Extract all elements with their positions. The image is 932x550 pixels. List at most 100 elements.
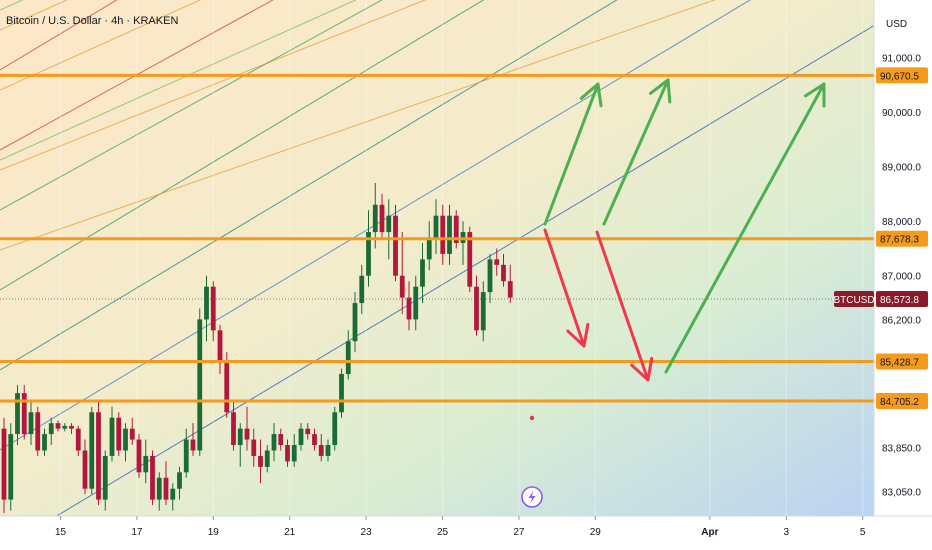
level-tag-label: 87,678.3 <box>880 235 919 246</box>
level-tag-label: 90,670.5 <box>880 71 919 82</box>
candle <box>62 423 68 432</box>
arrow-up[interactable] <box>602 78 672 226</box>
level-tag <box>876 353 928 370</box>
candle <box>393 204 398 282</box>
candle <box>318 434 324 462</box>
candle <box>312 428 317 451</box>
x-tick-label: 21 <box>284 527 296 538</box>
candle <box>136 434 142 478</box>
price-axis[interactable]: USD 91,000.0 90,000.0 89,000.0 88,000.0 87,0… <box>833 0 932 550</box>
candle <box>217 324 223 375</box>
level-tag <box>876 230 928 247</box>
candle <box>291 434 297 467</box>
candle <box>359 264 365 314</box>
last-price-tag: BTCUSD 86,573.8 <box>833 291 928 308</box>
candle <box>251 428 257 467</box>
candle <box>197 308 203 456</box>
candle <box>150 450 155 506</box>
candle <box>406 281 412 331</box>
candle <box>123 423 128 462</box>
y-tick-label: 88,000.0 <box>882 217 921 228</box>
x-tick-label: 27 <box>513 527 525 538</box>
symbol-tag <box>834 291 874 308</box>
candle <box>440 204 446 265</box>
candle <box>366 210 371 287</box>
x-tick-label: 19 <box>208 527 220 538</box>
candle <box>129 417 135 446</box>
candle <box>332 406 338 451</box>
y-tick-label: 83,850.0 <box>882 444 921 455</box>
candle <box>413 275 419 331</box>
candle <box>386 199 392 260</box>
time-axis[interactable]: 15 17 19 21 23 25 27 29 Apr 3 5 <box>0 515 932 550</box>
candle <box>285 439 290 467</box>
candle <box>224 352 230 418</box>
x-tick-label: 15 <box>55 527 67 538</box>
candle <box>305 423 311 440</box>
candle <box>21 384 27 440</box>
candle <box>487 253 493 304</box>
candle <box>204 275 209 342</box>
y-tick-label: 87,000.0 <box>882 272 921 283</box>
candle <box>345 330 351 380</box>
candle <box>116 412 122 456</box>
candle <box>96 401 101 506</box>
candle <box>494 248 500 276</box>
candle <box>82 439 88 495</box>
y-tick-label: 91,000.0 <box>882 53 921 64</box>
candle <box>75 425 81 456</box>
candle <box>501 253 506 287</box>
candle <box>15 384 20 446</box>
candle <box>264 445 270 473</box>
candle <box>379 193 385 238</box>
candle <box>89 406 95 495</box>
candle <box>177 466 182 500</box>
fan-line <box>0 0 383 211</box>
candle <box>278 428 284 451</box>
level-tag <box>876 393 928 410</box>
x-tick-label: 25 <box>437 527 449 538</box>
candle <box>325 439 331 462</box>
horizontal-levels <box>0 73 874 403</box>
arrow-up[interactable] <box>543 82 603 226</box>
candle <box>143 439 149 484</box>
arrow-up[interactable] <box>664 82 826 374</box>
candle <box>352 292 358 353</box>
candle <box>298 423 304 451</box>
x-tick-label: 5 <box>860 527 866 538</box>
candle <box>231 401 236 451</box>
fan-line <box>0 0 485 291</box>
candle <box>1 417 7 514</box>
candle <box>48 417 54 446</box>
level-tag <box>876 67 928 84</box>
candle <box>258 439 263 484</box>
candle <box>426 221 432 271</box>
plot-area <box>0 0 874 516</box>
level-tag-label: 84,705.2 <box>880 397 919 408</box>
lightning-icon[interactable] <box>521 486 543 508</box>
x-tick-label: 29 <box>590 527 602 538</box>
last-price-box <box>876 291 928 308</box>
candle <box>271 423 277 462</box>
chart-title: Bitcoin / U.S. Dollar · 4h · KRAKEN <box>6 15 178 27</box>
fan-line <box>0 0 427 171</box>
candle <box>28 401 34 446</box>
candle <box>42 428 47 456</box>
candle <box>399 232 405 314</box>
candle <box>433 199 439 254</box>
candle <box>183 428 189 478</box>
candle <box>453 210 459 249</box>
arrow-down[interactable] <box>595 230 654 382</box>
y-tick-label: 83,050.0 <box>882 487 921 498</box>
candle <box>102 450 108 511</box>
fan-line <box>0 0 274 151</box>
y-axis-ticks: 91,000.0 90,000.0 89,000.0 88,000.0 87,000.0… <box>882 53 921 498</box>
candle <box>507 264 513 304</box>
candle <box>420 242 425 304</box>
candle <box>237 423 243 467</box>
fan-line <box>0 0 716 251</box>
arrow-down[interactable] <box>543 228 590 348</box>
last-price-label: 86,573.8 <box>880 295 919 306</box>
candles <box>1 182 513 514</box>
